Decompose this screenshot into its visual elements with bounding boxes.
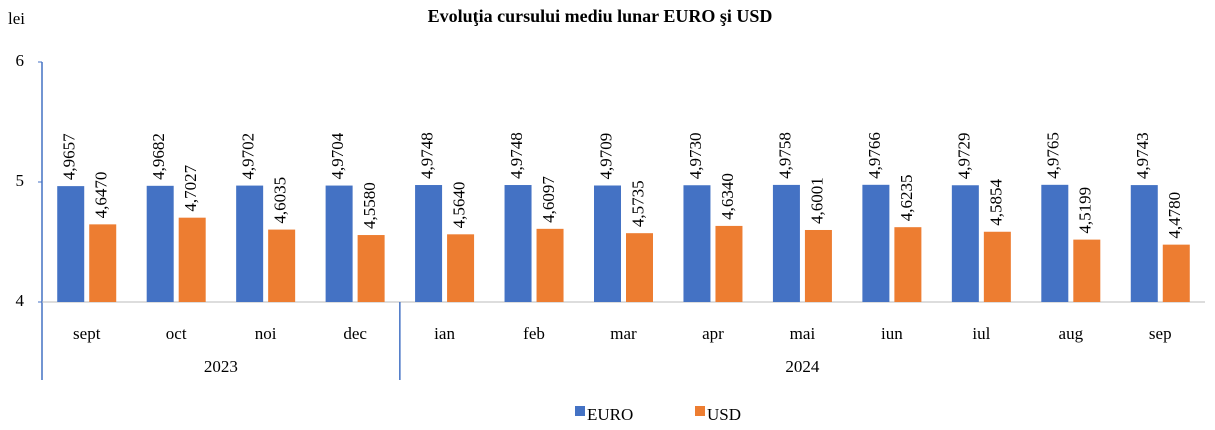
bar (1130, 185, 1158, 302)
bar (951, 185, 979, 302)
x-tick-label: noi (255, 324, 277, 343)
bar (236, 185, 264, 302)
bar (983, 231, 1011, 302)
value-label: 4,5199 (1076, 187, 1095, 234)
value-label: 4,9730 (686, 132, 705, 179)
x-tick-label: oct (166, 324, 187, 343)
bar (1041, 184, 1069, 302)
bar (357, 235, 385, 302)
value-label: 4,9765 (1044, 132, 1063, 179)
bar (447, 234, 475, 302)
value-label: 4,5640 (449, 182, 468, 229)
x-tick-label: sept (73, 324, 101, 343)
y-axis-label: lei (8, 9, 25, 28)
value-label: 4,6035 (271, 177, 290, 224)
value-label: 4,5735 (628, 180, 647, 227)
y-tick-label: 5 (16, 171, 25, 190)
x-tick-label: mar (610, 324, 637, 343)
legend-swatch (575, 406, 585, 416)
bar (146, 185, 174, 302)
value-label: 4,9748 (507, 132, 526, 179)
bar (325, 185, 353, 302)
value-label: 4,9758 (775, 132, 794, 179)
bar (268, 229, 296, 302)
legend-label: USD (707, 405, 741, 424)
value-label: 4,9709 (596, 133, 615, 180)
legend-label: EURO (587, 405, 633, 424)
bar (715, 225, 743, 302)
chart-title: Evoluţia cursului mediu lunar EURO şi US… (428, 6, 773, 26)
group-label: 2024 (785, 357, 820, 376)
x-tick-label: sep (1149, 324, 1172, 343)
x-tick-label: feb (523, 324, 545, 343)
bar (804, 229, 832, 302)
bar (683, 185, 711, 302)
y-tick-label: 6 (16, 51, 25, 70)
bar (894, 227, 922, 302)
value-label: 4,6235 (897, 174, 916, 221)
value-label: 4,7027 (181, 164, 200, 211)
x-tick-label: iun (881, 324, 903, 343)
value-label: 4,9682 (149, 133, 168, 180)
bar (772, 184, 800, 302)
value-label: 4,9743 (1133, 132, 1152, 179)
value-label: 4,6470 (92, 172, 111, 219)
value-label: 4,9702 (239, 133, 258, 180)
bar (626, 233, 653, 302)
value-label: 4,6001 (807, 177, 826, 224)
x-tick-label: iul (972, 324, 990, 343)
value-label: 4,9657 (60, 133, 79, 180)
bar (536, 228, 564, 302)
value-label: 4,9729 (954, 133, 973, 180)
legend-swatch (695, 406, 705, 416)
x-tick-label: apr (702, 324, 724, 343)
value-label: 4,6340 (718, 173, 737, 220)
bar (415, 185, 443, 302)
bar (1073, 239, 1101, 302)
value-label: 4,6097 (539, 176, 558, 223)
value-label: 4,5854 (986, 179, 1005, 226)
x-tick-label: ian (434, 324, 455, 343)
bar (57, 186, 85, 302)
value-label: 4,4780 (1165, 192, 1184, 239)
value-label: 4,9704 (328, 132, 347, 179)
bar (89, 224, 117, 302)
group-label: 2023 (204, 357, 238, 376)
bar (594, 185, 621, 302)
bar (178, 217, 206, 302)
y-tick-label: 4 (16, 291, 25, 310)
bar (504, 185, 532, 302)
bar (862, 184, 890, 302)
x-tick-label: mai (790, 324, 816, 343)
bar (1162, 244, 1190, 302)
x-tick-label: dec (343, 324, 367, 343)
value-label: 4,9748 (417, 132, 436, 179)
value-label: 4,9766 (865, 132, 884, 179)
value-label: 4,5580 (360, 182, 379, 229)
x-tick-label: aug (1059, 324, 1084, 343)
